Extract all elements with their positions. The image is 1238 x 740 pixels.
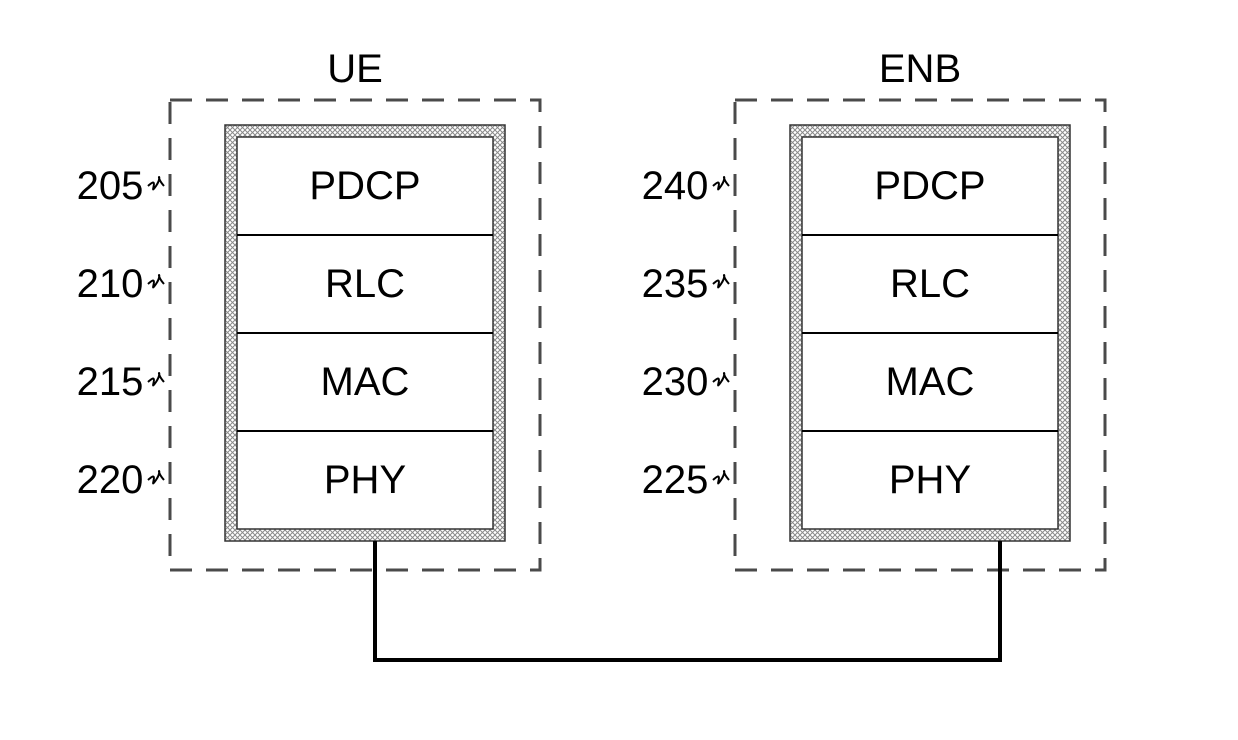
ref-num-240: 240 <box>642 164 709 208</box>
layer-label-enb-rlc: RLC <box>890 262 970 306</box>
layer-label-enb-phy: PHY <box>889 458 971 502</box>
ref-num-220: 220 <box>77 458 144 502</box>
ref-num-205: 205 <box>77 164 144 208</box>
ref-num-235: 235 <box>642 262 709 306</box>
ref-num-225: 225 <box>642 458 709 502</box>
stack-title-enb: ENB <box>879 47 961 91</box>
ref-num-215: 215 <box>77 360 144 404</box>
layer-label-enb-pdcp: PDCP <box>874 164 985 208</box>
ref-num-210: 210 <box>77 262 144 306</box>
diagram-canvas: UE PDCP 205 RLC 210 MAC 215 PHY 220 ENB PDCP 240 RLC… <box>0 0 1238 740</box>
layer-label-ue-rlc: RLC <box>325 262 405 306</box>
stack-title-ue: UE <box>327 47 383 91</box>
layer-label-ue-phy: PHY <box>324 458 406 502</box>
layer-label-ue-pdcp: PDCP <box>309 164 420 208</box>
layer-label-enb-mac: MAC <box>886 360 975 404</box>
layer-label-ue-mac: MAC <box>321 360 410 404</box>
ref-num-230: 230 <box>642 360 709 404</box>
